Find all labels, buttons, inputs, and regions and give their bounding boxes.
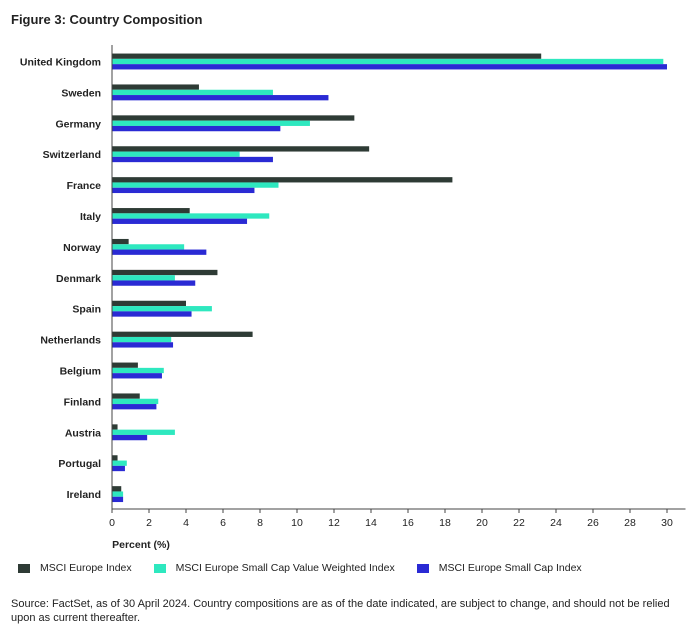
bar-netherlands-series-2 (112, 336, 172, 343)
x-tick-label-30: 30 (661, 517, 673, 529)
bar-sweden-series-2 (112, 89, 273, 96)
bar-portugal-series-2 (112, 460, 127, 466)
x-tick-label-12: 12 (328, 517, 340, 529)
bar-netherlands-series-1 (112, 331, 253, 337)
bar-austria-series-3 (112, 434, 148, 441)
category-label-germany: Germany (55, 118, 101, 130)
bar-france-series-2 (112, 182, 279, 188)
bar-france-series-1 (112, 177, 453, 183)
bar-netherlands-series-3 (112, 342, 174, 348)
bar-italy-series-2 (112, 213, 270, 219)
category-label-switzerland: Switzerland (43, 149, 101, 161)
category-label-portugal: Portugal (58, 458, 101, 470)
legend-label-small-cap-value: MSCI Europe Small Cap Value Weighted Ind… (175, 562, 395, 574)
category-label-finland: Finland (64, 396, 101, 408)
bar-sweden-series-1 (112, 84, 199, 90)
bar-finland-series-3 (112, 404, 157, 410)
bar-spain-series-2 (112, 306, 212, 312)
x-tick-label-2: 2 (146, 517, 152, 529)
category-label-ireland: Ireland (67, 489, 101, 501)
bar-united-kingdom-series-2 (112, 58, 664, 65)
bar-spain-series-1 (112, 300, 186, 307)
x-tick-label-10: 10 (291, 517, 303, 529)
x-tick-label-22: 22 (513, 517, 525, 529)
bar-switzerland-series-1 (112, 146, 370, 152)
bar-belgium-series-1 (112, 362, 138, 368)
category-label-netherlands: Netherlands (40, 335, 101, 347)
legend-item-small-cap-value: MSCI Europe Small Cap Value Weighted Ind… (153, 562, 395, 574)
x-tick-label-18: 18 (439, 517, 451, 529)
bar-austria-series-2 (112, 429, 175, 435)
category-label-denmark: Denmark (56, 273, 101, 285)
x-tick-label-20: 20 (476, 517, 488, 529)
bar-italy-series-1 (112, 208, 190, 214)
bar-ireland-series-2 (112, 491, 124, 497)
bar-denmark-series-3 (112, 280, 196, 286)
bar-united-kingdom-series-1 (112, 53, 542, 59)
bar-france-series-3 (112, 187, 255, 194)
source-note: Source: FactSet, as of 30 April 2024. Co… (11, 598, 670, 624)
bar-switzerland-series-3 (112, 156, 273, 163)
category-labels: United Kingdom Sweden Germany Switzerland Fr… (20, 57, 101, 502)
x-axis-label: Percent (%) (112, 539, 170, 551)
bar-united-kingdom-series-3 (112, 64, 667, 70)
x-tick-label-4: 4 (183, 517, 189, 529)
legend-label-small-cap: MSCI Europe Small Cap Index (438, 562, 582, 574)
legend-item-msci-europe: MSCI Europe Index (18, 562, 132, 574)
x-tick-label-24: 24 (550, 517, 562, 529)
bar-austria-series-1 (112, 424, 118, 430)
bar-norway-series-2 (112, 244, 185, 250)
category-label-norway: Norway (63, 242, 101, 254)
bar-belgium-series-3 (112, 373, 162, 379)
x-tick-label-28: 28 (624, 517, 636, 529)
bar-chart: United Kingdom Sweden Germany Switzerland Fr… (20, 45, 686, 551)
bar-germany-series-1 (112, 115, 355, 121)
category-label-spain: Spain (72, 304, 101, 316)
legend-swatch-small-cap-value (153, 563, 166, 573)
bar-norway-series-3 (112, 249, 207, 255)
category-label-italy: Italy (80, 211, 101, 223)
chart-title: Figure 3: Country Composition (11, 12, 203, 27)
bar-sweden-series-3 (112, 95, 329, 101)
bar-switzerland-series-2 (112, 151, 240, 157)
x-tick-label-0: 0 (109, 517, 115, 529)
category-label-sweden: Sweden (61, 87, 101, 99)
bar-italy-series-3 (112, 218, 248, 224)
legend-swatch-small-cap (416, 563, 429, 573)
bar-denmark-series-1 (112, 269, 218, 276)
bar-norway-series-1 (112, 238, 129, 245)
bar-ireland-series-1 (112, 486, 122, 492)
x-axis: 0 2 4 6 8 10 12 14 16 18 20 22 24 26 28 30 (109, 45, 686, 529)
bar-belgium-series-2 (112, 367, 164, 374)
category-label-united-kingdom: United Kingdom (20, 57, 101, 69)
bar-denmark-series-2 (112, 275, 175, 281)
bar-ireland-series-3 (112, 496, 124, 503)
legend-item-small-cap: MSCI Europe Small Cap Index (416, 562, 582, 574)
category-label-belgium: Belgium (60, 366, 101, 378)
x-tick-label-14: 14 (365, 517, 377, 529)
x-tick-label-16: 16 (402, 517, 414, 529)
bar-finland-series-1 (112, 393, 140, 399)
bar-portugal-series-3 (112, 465, 125, 472)
bar-portugal-series-1 (112, 455, 118, 461)
category-label-austria: Austria (65, 427, 101, 439)
x-tick-label-8: 8 (257, 517, 263, 529)
category-label-france: France (67, 180, 102, 192)
bar-germany-series-3 (112, 125, 281, 132)
bar-finland-series-2 (112, 398, 159, 405)
bars-group (112, 53, 667, 503)
bar-germany-series-2 (112, 120, 310, 126)
x-tick-label-6: 6 (220, 517, 226, 529)
bar-spain-series-3 (112, 311, 192, 317)
x-tick-label-26: 26 (587, 517, 599, 529)
legend-label-msci-europe: MSCI Europe Index (40, 562, 132, 574)
legend-swatch-msci-europe (18, 563, 30, 573)
legend: MSCI Europe Index MSCI Europe Small Cap … (18, 562, 604, 574)
